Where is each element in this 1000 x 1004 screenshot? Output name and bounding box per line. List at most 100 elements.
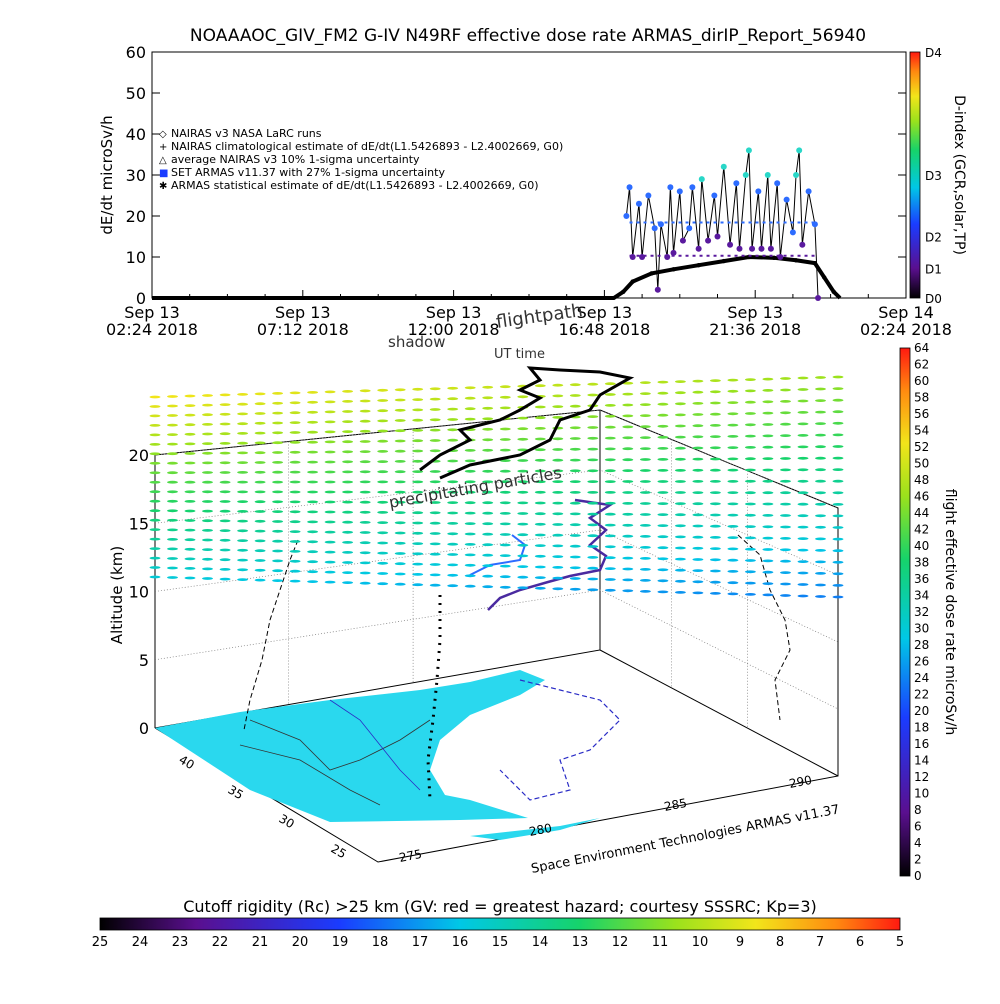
rigidity-tick-label: 8 <box>776 935 784 950</box>
dose-cell <box>272 579 284 582</box>
dose-cell <box>692 390 704 394</box>
dose-cell <box>815 537 826 541</box>
dose-cell <box>604 491 616 494</box>
dose-cell <box>289 550 301 553</box>
climatology-point <box>649 271 654 276</box>
dose-cell <box>324 500 336 504</box>
timeseries-y-label: dE/dt microSv/h <box>98 115 116 234</box>
dose-cell <box>639 568 651 571</box>
dose-cell <box>797 399 809 403</box>
dose-cell <box>604 382 616 386</box>
dose-cell <box>569 587 581 591</box>
dose-cell <box>307 510 319 514</box>
rigidity-tick-label: 10 <box>692 935 709 950</box>
dose-cell <box>499 522 511 526</box>
dose-cell <box>184 528 196 532</box>
dose-cell <box>377 500 389 504</box>
dose-cell <box>797 434 809 437</box>
dose-cell <box>324 400 336 404</box>
dose-cell <box>639 491 651 494</box>
dose-cell <box>184 452 196 455</box>
dose-cell <box>412 429 424 432</box>
dose-cell <box>289 460 301 464</box>
dose-cell <box>780 537 791 540</box>
dose-cell <box>184 394 196 398</box>
dose-cell <box>184 500 196 503</box>
dose-tick-label: 8 <box>914 803 922 817</box>
dose-cell <box>639 557 651 560</box>
dose-tick-label: 14 <box>914 754 929 768</box>
dose-cell <box>727 536 739 539</box>
dose-cell <box>709 558 721 562</box>
dose-cell <box>254 519 266 523</box>
track-shadow-left <box>243 539 299 731</box>
armas-point <box>670 249 677 256</box>
dose-cell <box>797 388 809 391</box>
dose-cell <box>482 564 494 568</box>
dose-cell <box>552 469 564 473</box>
dose-cell <box>797 548 809 552</box>
dose-cell <box>219 403 231 406</box>
dose-colorbar-label: flight effective dose rate microSv/h <box>942 489 958 735</box>
dose-cell <box>184 519 196 522</box>
dose-cell <box>657 458 669 461</box>
rigidity-tick-label: 15 <box>492 935 509 950</box>
climatology-line <box>152 254 842 300</box>
climatology-point <box>721 258 726 264</box>
dose-cell <box>289 441 301 444</box>
dose-cell <box>692 546 704 550</box>
dose-cell <box>762 502 774 506</box>
dose-cell <box>464 543 476 546</box>
dose-tick-label: 28 <box>914 638 929 652</box>
armas-point <box>645 192 652 199</box>
dose-cell <box>447 418 459 421</box>
climatology-point <box>696 263 701 268</box>
dose-tick-label: 38 <box>914 556 929 570</box>
dose-cell <box>219 548 231 552</box>
x-tick-time: 02:24 2018 <box>860 320 952 339</box>
dose-cell <box>254 451 266 455</box>
dose-cell <box>762 468 774 472</box>
dose-cell <box>184 423 196 427</box>
dose-cell <box>149 405 161 408</box>
dose-cell <box>604 469 616 473</box>
dose-cell <box>727 389 739 393</box>
dose-cell <box>447 511 459 515</box>
dose-cell <box>429 501 441 504</box>
climatology-point <box>831 289 836 295</box>
dose-cell <box>237 441 249 445</box>
dose-cell <box>709 379 721 382</box>
dose-cell <box>569 523 581 527</box>
dose-cell <box>482 501 494 505</box>
dose-cell <box>692 480 704 483</box>
latitude-tick-label: 35 <box>226 782 246 802</box>
dose-tick-label: 60 <box>914 374 929 388</box>
dose-cell <box>674 413 686 417</box>
latitude-tick-label: 30 <box>277 811 297 831</box>
dose-cell <box>604 447 616 451</box>
dose-cell <box>324 490 336 494</box>
dose-cell <box>832 491 844 495</box>
dose-cell <box>517 437 529 441</box>
x-tick-date: Sep 14 <box>878 303 934 322</box>
legend-entry: SET ARMAS v11.37 with 27% 1-sigma uncert… <box>171 166 445 179</box>
dose-cell <box>429 418 441 422</box>
altitude-tick-label: 5 <box>139 651 149 670</box>
dose-tick-label: 48 <box>914 473 929 487</box>
dose-cell <box>709 524 721 528</box>
dose-cell <box>324 480 336 484</box>
dose-cell <box>762 423 774 426</box>
dose-cell <box>797 594 809 598</box>
dose-cell <box>447 428 459 432</box>
dose-cell <box>552 394 564 398</box>
dose-cell <box>587 523 599 527</box>
dose-tick-label: 26 <box>914 655 929 669</box>
dose-cell <box>482 469 494 473</box>
dose-cell <box>307 391 319 394</box>
altitude-tick-label: 0 <box>139 719 149 738</box>
dose-tick-label: 30 <box>914 622 929 636</box>
dose-cell <box>237 529 249 533</box>
dose-tick-label: 24 <box>914 671 929 685</box>
climatology-point <box>621 289 626 295</box>
dose-cell <box>394 572 406 576</box>
